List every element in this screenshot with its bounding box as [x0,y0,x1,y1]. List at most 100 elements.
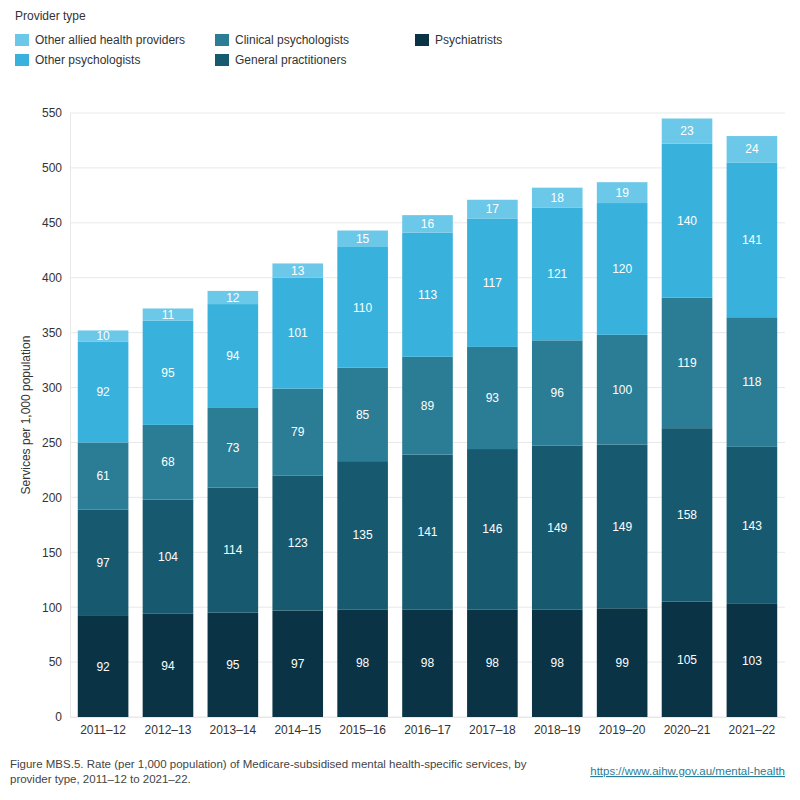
data-label: 101 [288,326,308,340]
axis-title: Services per 1,000 population [19,336,33,495]
data-label: 61 [96,469,110,483]
bar [272,389,323,476]
bar [402,215,453,233]
bar [402,233,453,357]
legend-title: Provider type [15,9,86,23]
bar [662,297,713,428]
legend-swatch [15,54,29,66]
tick-label: 200 [42,491,62,505]
data-label: 98 [486,656,500,670]
data-label: 17 [486,202,500,216]
data-label: 12 [226,291,240,305]
bar [727,162,778,317]
data-label: 73 [226,441,240,455]
bar [467,347,518,449]
tick-label: 2017–18 [469,723,516,737]
bars [78,118,777,717]
data-label: 146 [482,522,502,536]
bar [272,475,323,610]
legend-item: Other psychologists [15,53,140,67]
bar [662,602,713,717]
tick: 500 [42,161,70,175]
bar [337,368,388,461]
bar [208,613,259,717]
data-label: 79 [291,425,305,439]
tick: 2012–13 [145,717,192,737]
tick: 450 [42,216,70,230]
bar [597,445,648,609]
data-label: 18 [551,191,565,205]
tick: 0 [55,710,70,724]
tick: 100 [42,601,70,615]
legend-item: General practitioners [215,53,346,67]
bar [532,207,583,340]
data-label: 19 [615,186,629,200]
data-label: 16 [421,217,435,231]
data-label: 114 [223,543,242,557]
tick: 2016–17 [404,717,451,737]
tick: 2011–12 [80,717,126,737]
bar [143,425,194,500]
caption-line: Figure MBS.5. Rate (per 1,000 population… [10,758,527,770]
bar [727,604,778,717]
tick-label: 2014–15 [274,723,321,737]
x-axis: 2011–12 2012–13 2013–14 2014–15 2015–16 2016–… [71,717,786,737]
bar [208,304,259,407]
tick: 200 [42,491,70,505]
bar [467,449,518,609]
data-label: 13 [291,264,305,278]
legend: Provider type Other allied health provide… [15,9,502,67]
data-label: 143 [742,519,762,533]
source-link: https://www.aihw.gov.au/mental-health [590,765,785,777]
tick-label: 2013–14 [209,723,256,737]
data-label: 105 [677,653,697,667]
legend-label: Other psychologists [35,53,140,67]
bar [597,608,648,717]
data-label: 94 [226,349,240,363]
bar [467,200,518,219]
data-label: 103 [742,654,762,668]
bar [337,609,388,717]
data-label: 141 [417,525,437,539]
grid-line [70,113,785,114]
data-label: 96 [551,386,565,400]
chart: 0501001502002503003504004505005502011–12… [0,0,800,800]
tick-label: 350 [42,326,62,340]
legend-swatch [415,34,429,46]
tick-label: 550 [42,106,62,120]
tick: 300 [42,381,70,395]
data-label: 93 [486,391,500,405]
data-label: 97 [291,657,305,671]
bar [597,182,648,203]
tick-label: 2018–19 [534,723,581,737]
data-label: 15 [356,232,370,246]
data-label: 99 [615,656,629,670]
grid [70,113,785,717]
data-label: 98 [421,656,435,670]
data-label: 113 [418,288,437,302]
data-label: 98 [551,656,565,670]
tick-label: 2020–21 [664,723,711,737]
tick: 2018–19 [534,717,581,737]
data-label: 95 [161,366,175,380]
tick: 2015–16 [339,717,386,737]
bar [272,278,323,389]
series [78,144,777,443]
legend-label: Other allied health providers [35,33,185,47]
bar [208,291,259,304]
tick-label: 2011–12 [80,723,126,737]
tick: 50 [49,655,70,669]
data-label: 11 [162,308,175,322]
bar [272,263,323,277]
data-label: 89 [421,399,435,413]
bar [78,616,129,717]
tick-label: 150 [42,546,62,560]
bar [143,614,194,717]
data-label: 120 [612,262,632,276]
tick: 2013–14 [209,717,256,737]
series [78,118,777,341]
data-label: 123 [288,536,308,550]
legend-swatch [215,54,229,66]
data-label: 95 [226,658,240,672]
bar [662,428,713,602]
